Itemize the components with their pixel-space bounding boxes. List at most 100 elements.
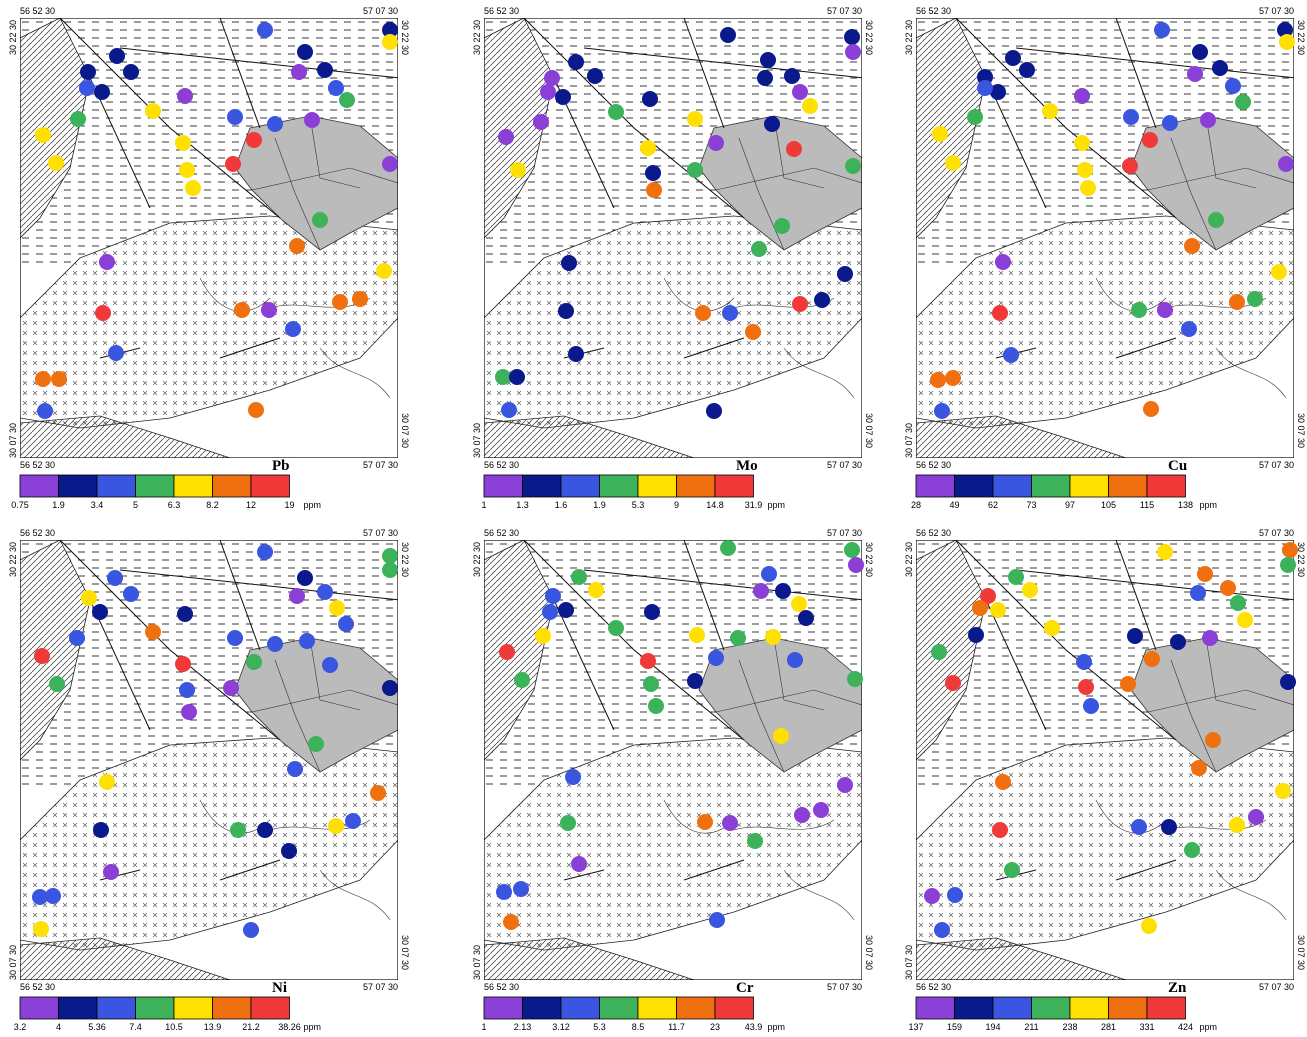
sample-site [930, 372, 946, 388]
legend-label: 238 [1062, 1022, 1077, 1032]
sample-site [1280, 674, 1296, 690]
sample-site [1123, 109, 1139, 125]
legend-swatch [954, 996, 994, 1020]
sample-site [1205, 732, 1221, 748]
sample-site [708, 135, 724, 151]
sample-site [1184, 842, 1200, 858]
sample-site [720, 27, 736, 43]
sample-site [33, 921, 49, 937]
legend-label: 5.3 [593, 1022, 606, 1032]
sample-site [1280, 557, 1296, 573]
coord-label: 57 07 30 [363, 460, 398, 470]
sample-site [544, 70, 560, 86]
sample-site [510, 162, 526, 178]
legend-label: 0.75 [11, 500, 29, 510]
legend-label: 1.9 [593, 500, 606, 510]
coord-label: 30 22 30 [400, 542, 410, 577]
sample-site [1004, 862, 1020, 878]
sample-site [123, 586, 139, 602]
legend-swatch [954, 474, 994, 498]
sample-site [80, 64, 96, 80]
sample-site [382, 22, 398, 38]
sample-site [304, 112, 320, 128]
sample-site [109, 48, 125, 64]
coord-label: 56 52 30 [916, 460, 951, 470]
sample-site [1202, 630, 1218, 646]
sample-site [980, 588, 996, 604]
legend-label: 115 [1140, 500, 1154, 510]
legend-unit: ppm [768, 500, 786, 510]
legend-label: 43.9 [745, 1022, 763, 1032]
coord-label: 57 07 30 [827, 528, 862, 538]
sample-site [382, 562, 398, 578]
sample-site [248, 402, 264, 418]
sample-site [35, 371, 51, 387]
coord-label: 56 52 30 [484, 6, 519, 16]
sample-site [223, 680, 239, 696]
coord-label: 57 07 30 [363, 982, 398, 992]
coord-label: 57 07 30 [363, 528, 398, 538]
coord-label: 56 52 30 [484, 982, 519, 992]
sample-site [513, 881, 529, 897]
sample-site [774, 218, 790, 234]
sample-site [145, 103, 161, 119]
sample-site [498, 129, 514, 145]
sample-site [558, 602, 574, 618]
sample-site [992, 822, 1008, 838]
sample-site [32, 889, 48, 905]
sample-site [227, 109, 243, 125]
coord-label: 56 52 30 [484, 460, 519, 470]
sample-site [1162, 115, 1178, 131]
sample-site [69, 630, 85, 646]
sample-site [257, 822, 273, 838]
sample-site [509, 369, 525, 385]
sample-site [299, 633, 315, 649]
sample-site [1235, 94, 1251, 110]
legend-label: 12 [246, 500, 256, 510]
legend-swatch [1108, 474, 1148, 498]
legend-unit: ppm [304, 1022, 322, 1032]
element-label: Zn [1168, 980, 1187, 996]
sample-site [1044, 620, 1060, 636]
legend-swatch [992, 996, 1032, 1020]
sample-site [1074, 135, 1090, 151]
sample-site [1190, 585, 1206, 601]
sample-site [1120, 676, 1136, 692]
legend-label: 11.7 [668, 1022, 685, 1032]
legend-label: 49 [949, 500, 959, 510]
sample-site [382, 34, 398, 50]
sample-site [977, 69, 993, 85]
sample-site [990, 602, 1006, 618]
sample-site [1161, 819, 1177, 835]
legend-label: 194 [985, 1022, 1000, 1032]
legend-swatch [599, 996, 639, 1020]
sample-site [844, 542, 860, 558]
coord-label: 30 07 30 [472, 423, 482, 458]
sample-site [571, 569, 587, 585]
sample-site [370, 785, 386, 801]
sample-site [708, 650, 724, 666]
coord-label: 57 07 30 [1259, 6, 1294, 16]
legend-swatch [19, 996, 59, 1020]
sample-site [1197, 566, 1213, 582]
legend-swatch [560, 996, 600, 1020]
sample-site [1144, 651, 1160, 667]
sample-site [179, 682, 195, 698]
legend-label: 8.5 [632, 1022, 645, 1032]
legend-swatch [992, 474, 1032, 498]
sample-site [1003, 347, 1019, 363]
sample-site [1200, 112, 1216, 128]
sample-site [968, 627, 984, 643]
sample-site [1230, 595, 1246, 611]
legend-unit: ppm [768, 1022, 786, 1032]
sample-site [70, 111, 86, 127]
legend-swatch [637, 996, 677, 1020]
coord-label: 30 22 30 [472, 20, 482, 55]
coord-label: 30 22 30 [904, 542, 914, 577]
sample-site [103, 864, 119, 880]
sample-site [535, 628, 551, 644]
